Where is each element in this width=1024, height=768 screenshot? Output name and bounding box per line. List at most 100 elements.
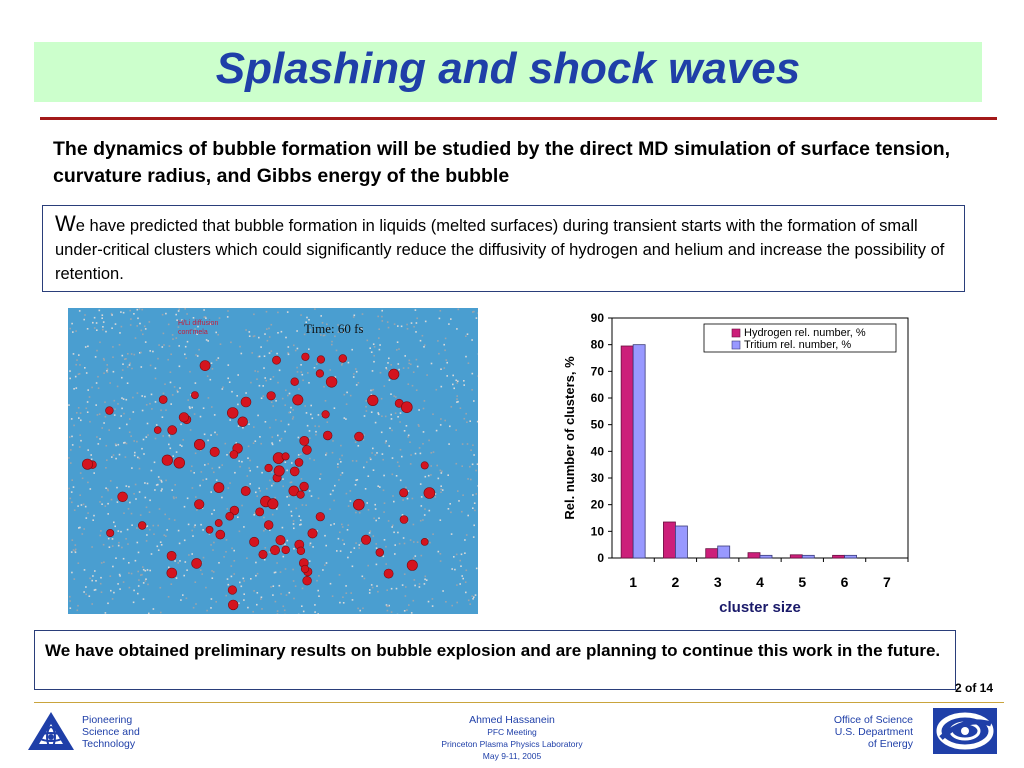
- x-axis-label: cluster size: [719, 599, 801, 616]
- lattice-atom: [270, 323, 273, 326]
- lattice-atom: [369, 530, 372, 532]
- lattice-atom: [378, 337, 380, 339]
- lattice-atom: [173, 497, 175, 500]
- lattice-atom: [78, 527, 80, 529]
- lattice-atom: [379, 344, 381, 346]
- lattice-atom: [262, 385, 264, 387]
- lattice-atom: [204, 316, 207, 318]
- lattice-atom: [177, 529, 180, 532]
- lattice-atom: [138, 308, 141, 310]
- lattice-atom: [205, 339, 208, 341]
- lattice-atom: [369, 458, 372, 461]
- lattice-atom: [126, 423, 128, 426]
- hydrogen-atom: [400, 401, 413, 413]
- hydrogen-atom: [82, 458, 93, 470]
- lattice-atom: [83, 318, 85, 321]
- lattice-atom: [92, 321, 94, 324]
- lattice-atom: [377, 413, 380, 416]
- lattice-atom: [98, 309, 101, 312]
- lattice-atom: [415, 389, 418, 391]
- lattice-atom: [113, 591, 115, 594]
- lattice-atom: [69, 497, 72, 500]
- hydrogen-atom: [228, 599, 239, 611]
- lattice-atom: [410, 363, 412, 366]
- lattice-atom: [175, 313, 177, 316]
- lattice-atom: [461, 575, 463, 577]
- lattice-atom: [419, 339, 422, 342]
- lattice-atom: [144, 482, 146, 484]
- lattice-atom: [78, 373, 81, 375]
- lattice-atom: [347, 505, 350, 507]
- lattice-atom: [86, 328, 89, 330]
- lattice-atom: [381, 315, 383, 318]
- lattice-atom: [196, 333, 198, 335]
- lattice-atom: [268, 551, 271, 554]
- lattice-atom: [342, 596, 344, 598]
- lattice-atom: [202, 479, 204, 481]
- lattice-atom: [255, 561, 257, 564]
- lattice-atom: [133, 440, 135, 442]
- lattice-atom: [248, 423, 250, 425]
- lattice-atom: [158, 478, 161, 481]
- lattice-atom: [383, 511, 385, 513]
- lattice-atom: [91, 603, 93, 605]
- lattice-atom: [80, 504, 83, 506]
- x-tick-label: 7: [883, 574, 891, 590]
- lattice-atom: [284, 404, 286, 406]
- lattice-atom: [314, 308, 316, 310]
- lattice-atom: [251, 352, 253, 354]
- lattice-atom: [373, 517, 375, 520]
- lattice-atom: [144, 328, 147, 330]
- lattice-atom: [133, 454, 136, 457]
- lattice-atom: [240, 585, 243, 588]
- lattice-atom: [440, 368, 442, 370]
- lattice-atom: [99, 534, 101, 537]
- lattice-atom: [338, 574, 341, 576]
- lattice-atom: [427, 600, 430, 603]
- lattice-atom: [349, 394, 352, 397]
- lattice-atom: [285, 594, 288, 596]
- lattice-atom: [130, 318, 132, 320]
- lattice-atom: [191, 465, 193, 468]
- y-tick-label: 20: [591, 498, 605, 512]
- lattice-atom: [160, 481, 163, 483]
- lattice-atom: [343, 543, 345, 545]
- lattice-atom: [225, 551, 227, 553]
- lattice-atom: [341, 364, 343, 366]
- lattice-atom: [210, 544, 212, 546]
- lattice-atom: [101, 427, 103, 429]
- lattice-atom: [218, 317, 221, 319]
- lattice-atom: [381, 320, 384, 322]
- lattice-atom: [121, 376, 123, 379]
- lattice-atom: [406, 497, 409, 500]
- lattice-atom: [71, 571, 73, 574]
- lattice-atom: [455, 429, 457, 431]
- lattice-atom: [276, 562, 278, 564]
- lattice-atom: [329, 582, 332, 585]
- lattice-atom: [377, 485, 379, 487]
- lattice-atom: [274, 600, 277, 603]
- lattice-atom: [448, 443, 450, 445]
- lattice-atom: [424, 578, 426, 581]
- lattice-atom: [420, 554, 423, 557]
- lattice-atom: [243, 526, 245, 528]
- lattice-atom: [81, 533, 84, 535]
- lattice-atom: [308, 348, 310, 350]
- lattice-atom: [230, 575, 233, 578]
- lattice-atom: [79, 494, 81, 496]
- lattice-atom: [170, 403, 172, 405]
- lattice-atom: [349, 490, 352, 492]
- simulation-particles: [68, 308, 478, 614]
- x-tick-label: 2: [672, 574, 680, 590]
- lattice-atom: [420, 496, 423, 498]
- lattice-atom: [465, 534, 468, 536]
- lattice-atom: [86, 401, 89, 403]
- lattice-atom: [430, 474, 432, 476]
- lattice-atom: [325, 454, 327, 456]
- lattice-atom: [477, 485, 478, 487]
- lattice-atom: [387, 520, 390, 522]
- lattice-atom: [345, 492, 348, 495]
- lattice-atom: [104, 401, 106, 403]
- lattice-atom: [258, 487, 260, 490]
- lattice-atom: [215, 601, 217, 603]
